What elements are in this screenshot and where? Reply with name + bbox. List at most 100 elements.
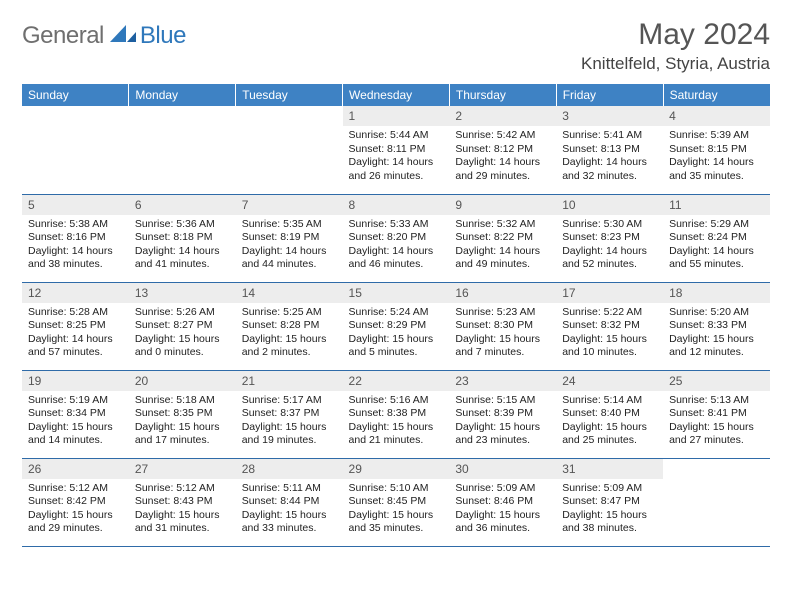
day-number: 18 (663, 283, 770, 303)
day-details: Sunrise: 5:32 AMSunset: 8:22 PMDaylight:… (449, 215, 556, 277)
calendar-day-cell: 7Sunrise: 5:35 AMSunset: 8:19 PMDaylight… (236, 194, 343, 282)
day-number: 14 (236, 283, 343, 303)
calendar-day-cell: 31Sunrise: 5:09 AMSunset: 8:47 PMDayligh… (556, 458, 663, 546)
day-details: Sunrise: 5:16 AMSunset: 8:38 PMDaylight:… (343, 391, 450, 453)
day-number: 4 (663, 106, 770, 126)
weekday-header: Friday (556, 84, 663, 106)
day-details: Sunrise: 5:17 AMSunset: 8:37 PMDaylight:… (236, 391, 343, 453)
calendar-day-cell: 13Sunrise: 5:26 AMSunset: 8:27 PMDayligh… (129, 282, 236, 370)
day-details: Sunrise: 5:41 AMSunset: 8:13 PMDaylight:… (556, 126, 663, 188)
day-number: 16 (449, 283, 556, 303)
day-number: 3 (556, 106, 663, 126)
day-details: Sunrise: 5:22 AMSunset: 8:32 PMDaylight:… (556, 303, 663, 365)
day-details: Sunrise: 5:10 AMSunset: 8:45 PMDaylight:… (343, 479, 450, 541)
day-number: 24 (556, 371, 663, 391)
calendar-day-cell: 2Sunrise: 5:42 AMSunset: 8:12 PMDaylight… (449, 106, 556, 194)
day-details: Sunrise: 5:25 AMSunset: 8:28 PMDaylight:… (236, 303, 343, 365)
day-number: 19 (22, 371, 129, 391)
day-number: 1 (343, 106, 450, 126)
day-number: 31 (556, 459, 663, 479)
calendar-day-cell (129, 106, 236, 194)
day-number: 17 (556, 283, 663, 303)
calendar-week-row: 5Sunrise: 5:38 AMSunset: 8:16 PMDaylight… (22, 194, 770, 282)
day-details: Sunrise: 5:44 AMSunset: 8:11 PMDaylight:… (343, 126, 450, 188)
calendar-day-cell: 18Sunrise: 5:20 AMSunset: 8:33 PMDayligh… (663, 282, 770, 370)
day-details: Sunrise: 5:11 AMSunset: 8:44 PMDaylight:… (236, 479, 343, 541)
calendar-day-cell (663, 458, 770, 546)
day-details: Sunrise: 5:28 AMSunset: 8:25 PMDaylight:… (22, 303, 129, 365)
brand-logo: General Blue (22, 18, 186, 50)
day-number: 20 (129, 371, 236, 391)
day-number: 15 (343, 283, 450, 303)
calendar-day-cell: 30Sunrise: 5:09 AMSunset: 8:46 PMDayligh… (449, 458, 556, 546)
calendar-day-cell: 17Sunrise: 5:22 AMSunset: 8:32 PMDayligh… (556, 282, 663, 370)
calendar-week-row: 1Sunrise: 5:44 AMSunset: 8:11 PMDaylight… (22, 106, 770, 194)
day-details: Sunrise: 5:23 AMSunset: 8:30 PMDaylight:… (449, 303, 556, 365)
day-number: 25 (663, 371, 770, 391)
weekday-header: Wednesday (343, 84, 450, 106)
day-number: 27 (129, 459, 236, 479)
calendar-day-cell: 22Sunrise: 5:16 AMSunset: 8:38 PMDayligh… (343, 370, 450, 458)
weekday-header: Tuesday (236, 84, 343, 106)
weekday-header: Monday (129, 84, 236, 106)
day-details: Sunrise: 5:30 AMSunset: 8:23 PMDaylight:… (556, 215, 663, 277)
day-details: Sunrise: 5:12 AMSunset: 8:43 PMDaylight:… (129, 479, 236, 541)
brand-sail-icon (110, 23, 136, 50)
day-details: Sunrise: 5:36 AMSunset: 8:18 PMDaylight:… (129, 215, 236, 277)
calendar-week-row: 26Sunrise: 5:12 AMSunset: 8:42 PMDayligh… (22, 458, 770, 546)
day-details: Sunrise: 5:38 AMSunset: 8:16 PMDaylight:… (22, 215, 129, 277)
calendar-day-cell: 21Sunrise: 5:17 AMSunset: 8:37 PMDayligh… (236, 370, 343, 458)
calendar-day-cell: 19Sunrise: 5:19 AMSunset: 8:34 PMDayligh… (22, 370, 129, 458)
day-number: 13 (129, 283, 236, 303)
calendar-day-cell: 1Sunrise: 5:44 AMSunset: 8:11 PMDaylight… (343, 106, 450, 194)
calendar-day-cell: 9Sunrise: 5:32 AMSunset: 8:22 PMDaylight… (449, 194, 556, 282)
brand-text-general: General (22, 22, 104, 50)
day-details: Sunrise: 5:09 AMSunset: 8:47 PMDaylight:… (556, 479, 663, 541)
title-block: May 2024 Knittelfeld, Styria, Austria (581, 18, 770, 74)
calendar-day-cell: 29Sunrise: 5:10 AMSunset: 8:45 PMDayligh… (343, 458, 450, 546)
calendar-day-cell: 25Sunrise: 5:13 AMSunset: 8:41 PMDayligh… (663, 370, 770, 458)
day-number: 5 (22, 195, 129, 215)
day-details: Sunrise: 5:26 AMSunset: 8:27 PMDaylight:… (129, 303, 236, 365)
calendar-day-cell (22, 106, 129, 194)
day-number: 11 (663, 195, 770, 215)
calendar-day-cell: 5Sunrise: 5:38 AMSunset: 8:16 PMDaylight… (22, 194, 129, 282)
day-details: Sunrise: 5:12 AMSunset: 8:42 PMDaylight:… (22, 479, 129, 541)
calendar-day-cell: 3Sunrise: 5:41 AMSunset: 8:13 PMDaylight… (556, 106, 663, 194)
calendar-page: General Blue May 2024 Knittelfeld, Styri… (0, 0, 792, 547)
day-details: Sunrise: 5:29 AMSunset: 8:24 PMDaylight:… (663, 215, 770, 277)
brand-text-blue: Blue (140, 22, 186, 50)
day-number: 22 (343, 371, 450, 391)
day-details: Sunrise: 5:42 AMSunset: 8:12 PMDaylight:… (449, 126, 556, 188)
calendar-day-cell: 24Sunrise: 5:14 AMSunset: 8:40 PMDayligh… (556, 370, 663, 458)
day-details: Sunrise: 5:19 AMSunset: 8:34 PMDaylight:… (22, 391, 129, 453)
calendar-day-cell: 11Sunrise: 5:29 AMSunset: 8:24 PMDayligh… (663, 194, 770, 282)
month-title: May 2024 (581, 18, 770, 52)
calendar-day-cell (236, 106, 343, 194)
calendar-day-cell: 14Sunrise: 5:25 AMSunset: 8:28 PMDayligh… (236, 282, 343, 370)
day-number: 21 (236, 371, 343, 391)
day-number: 28 (236, 459, 343, 479)
calendar-day-cell: 27Sunrise: 5:12 AMSunset: 8:43 PMDayligh… (129, 458, 236, 546)
weekday-header-row: Sunday Monday Tuesday Wednesday Thursday… (22, 84, 770, 106)
calendar-week-row: 19Sunrise: 5:19 AMSunset: 8:34 PMDayligh… (22, 370, 770, 458)
calendar-table: Sunday Monday Tuesday Wednesday Thursday… (22, 84, 770, 547)
calendar-day-cell: 4Sunrise: 5:39 AMSunset: 8:15 PMDaylight… (663, 106, 770, 194)
calendar-day-cell: 23Sunrise: 5:15 AMSunset: 8:39 PMDayligh… (449, 370, 556, 458)
day-number: 12 (22, 283, 129, 303)
header-row: General Blue May 2024 Knittelfeld, Styri… (22, 18, 770, 74)
day-number: 26 (22, 459, 129, 479)
calendar-day-cell: 8Sunrise: 5:33 AMSunset: 8:20 PMDaylight… (343, 194, 450, 282)
day-number: 9 (449, 195, 556, 215)
calendar-day-cell: 26Sunrise: 5:12 AMSunset: 8:42 PMDayligh… (22, 458, 129, 546)
calendar-day-cell: 10Sunrise: 5:30 AMSunset: 8:23 PMDayligh… (556, 194, 663, 282)
calendar-day-cell: 20Sunrise: 5:18 AMSunset: 8:35 PMDayligh… (129, 370, 236, 458)
day-details: Sunrise: 5:20 AMSunset: 8:33 PMDaylight:… (663, 303, 770, 365)
calendar-week-row: 12Sunrise: 5:28 AMSunset: 8:25 PMDayligh… (22, 282, 770, 370)
day-number: 2 (449, 106, 556, 126)
calendar-day-cell: 6Sunrise: 5:36 AMSunset: 8:18 PMDaylight… (129, 194, 236, 282)
weekday-header: Sunday (22, 84, 129, 106)
weekday-header: Thursday (449, 84, 556, 106)
day-details: Sunrise: 5:15 AMSunset: 8:39 PMDaylight:… (449, 391, 556, 453)
day-number: 29 (343, 459, 450, 479)
